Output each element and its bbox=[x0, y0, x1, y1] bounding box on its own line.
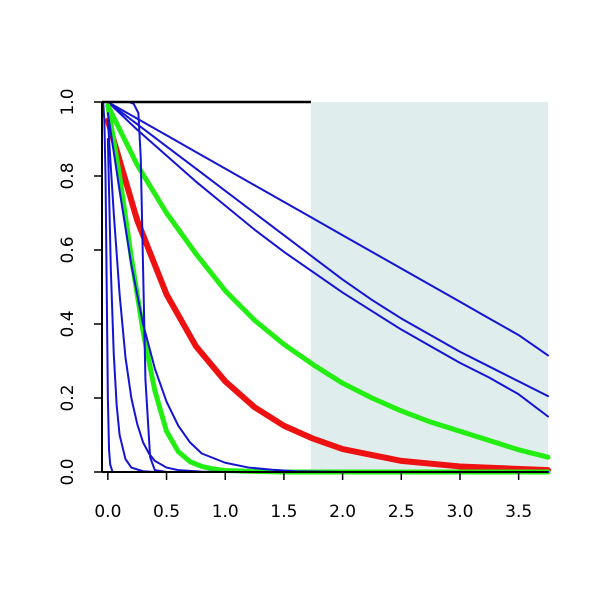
shade-layer bbox=[310, 102, 548, 472]
series-line-10 bbox=[102, 101, 549, 473]
shaded-region bbox=[310, 102, 548, 472]
y-tick-label: 1.0 bbox=[58, 88, 78, 115]
y-tick-label: 0.8 bbox=[58, 162, 78, 189]
x-tick-label: 1.5 bbox=[270, 502, 297, 522]
y-tick-label: 0.0 bbox=[58, 458, 78, 485]
x-tick-label: 1.0 bbox=[212, 502, 239, 522]
y-tick-label: 0.6 bbox=[58, 236, 78, 263]
x-tick-label: 3.5 bbox=[505, 502, 532, 522]
y-tick-label: 0.2 bbox=[58, 384, 78, 411]
x-tick-label: 2.0 bbox=[329, 502, 356, 522]
x-tick-label: 3.0 bbox=[446, 502, 473, 522]
series-line-1 bbox=[106, 101, 549, 357]
series-line-5 bbox=[104, 117, 551, 474]
x-tick-label: 0.0 bbox=[94, 502, 121, 522]
series-line-2 bbox=[106, 101, 549, 398]
x-tick-label: 0.5 bbox=[153, 502, 180, 522]
x-tick-label: 2.5 bbox=[388, 502, 415, 522]
axis-layer: 0.0 0.5 1.0 1.5 2.0 2.5 3.0 3.5 0.0 0.2 0.4 0.6 0.8 1… bbox=[58, 88, 548, 522]
series-line-3 bbox=[106, 101, 549, 418]
series-line-4 bbox=[105, 103, 551, 460]
y-tick-label: 0.4 bbox=[58, 310, 78, 337]
